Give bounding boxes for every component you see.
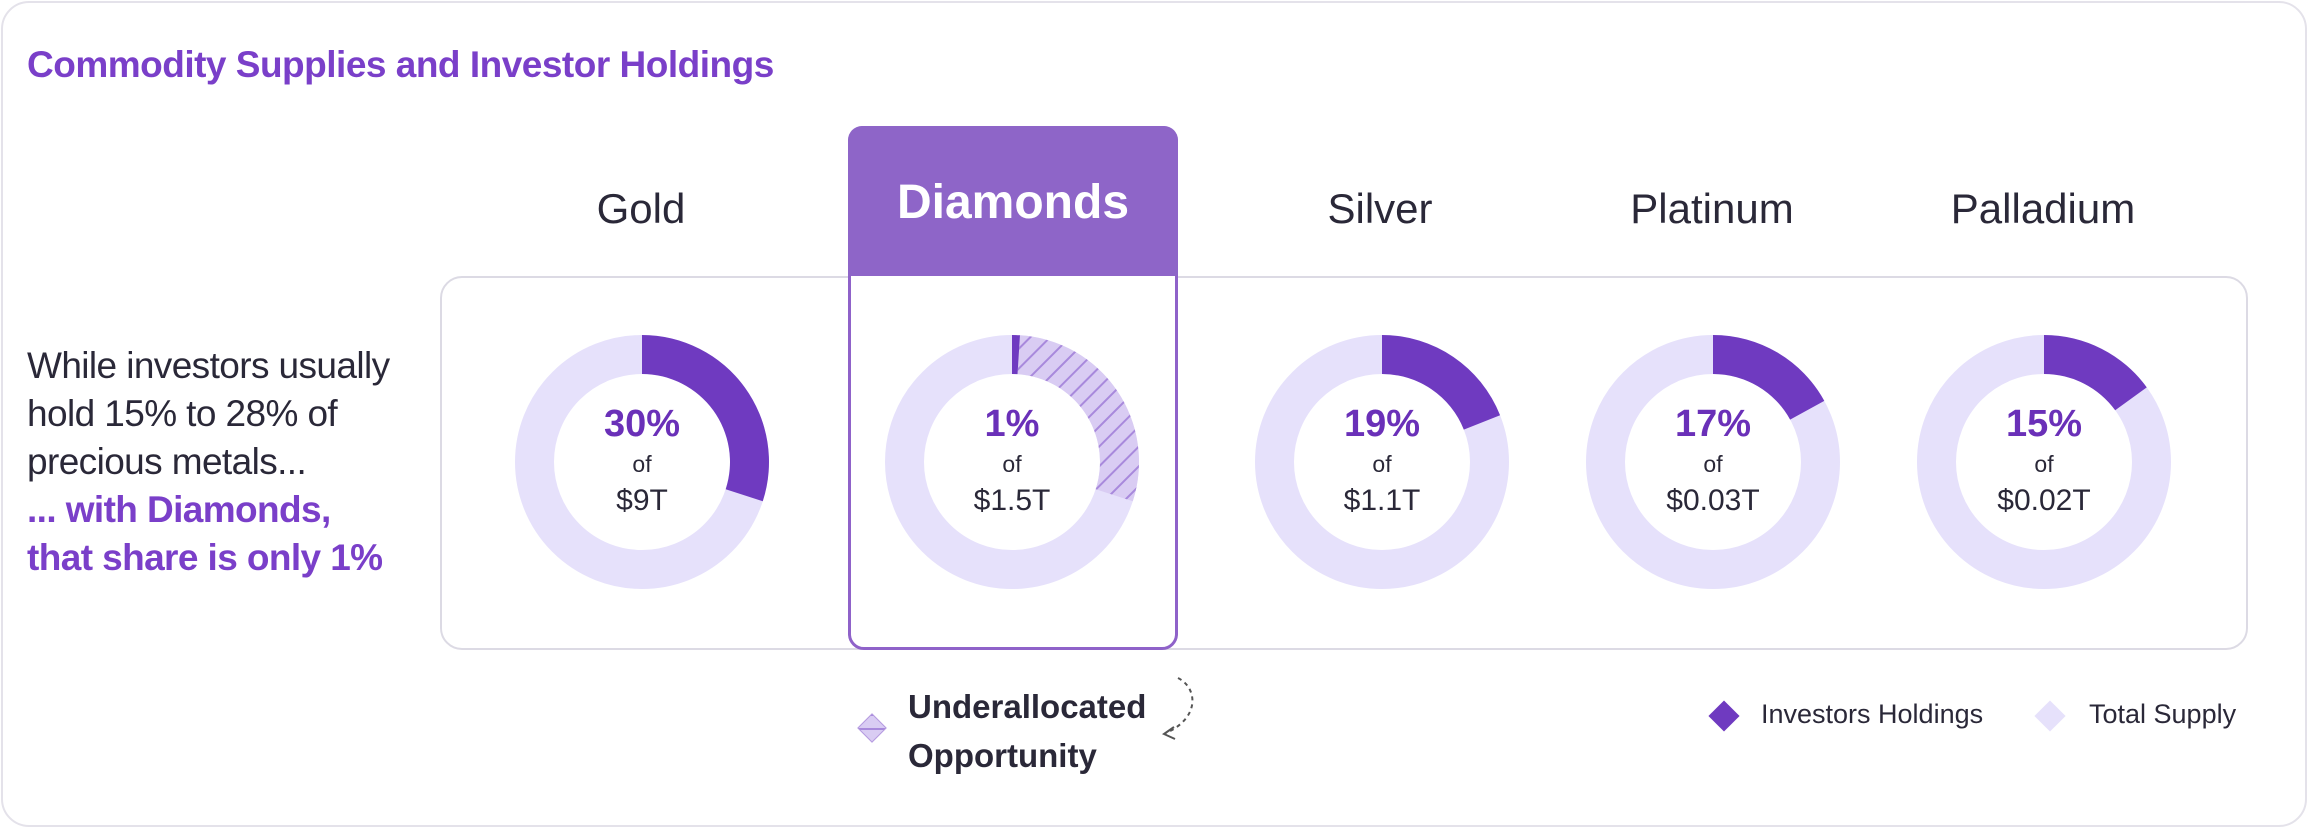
gold-of-label: of [632,451,652,477]
column-label-diamonds: Diamonds [896,176,1130,229]
silver-holdings-segment [1382,335,1501,430]
chart-title: Commodity Supplies and Investor Holdings [27,44,774,85]
holdings-legend-label: Investors Holdings [1761,699,1984,729]
platinum-total-label: $0.03T [1666,484,1760,517]
diamonds-percent-label: 1% [984,403,1040,445]
intro-emphasis-line: ... with Diamonds, [27,489,331,530]
gold-percent-label: 30% [603,403,681,445]
intro-emphasis-line: that share is only 1% [27,537,383,578]
gold-holdings-segment [642,335,769,502]
column-label-platinum: Platinum [1630,185,1794,232]
platinum-of-label: of [1703,451,1723,477]
supply-legend-icon [2034,700,2066,732]
diamonds-of-label: of [1002,451,1022,477]
silver-of-label: of [1372,451,1392,477]
intro-line: While investors usually [27,345,390,386]
intro-line: precious metals... [27,441,307,482]
curved-arrow-icon [1165,677,1194,734]
platinum-holdings-segment [1713,335,1825,420]
gold-total-label: $9T [616,484,668,517]
silver-percent-label: 19% [1343,403,1421,445]
holdings-legend-icon [1708,700,1740,732]
silver-total-label: $1.1T [1343,484,1421,517]
underallocated-legend-icon [857,713,887,743]
highlight-column-header [848,126,1178,276]
donut-panel [440,276,2248,650]
palladium-total-label: $0.02T [1997,484,2091,517]
palladium-holdings-segment [2044,335,2147,411]
intro-line: hold 15% to 28% of [27,393,338,434]
diamonds-total-label: $1.5T [973,484,1051,517]
platinum-percent-label: 17% [1674,403,1752,445]
palladium-of-label: of [2034,451,2054,477]
column-label-gold: Gold [596,185,686,232]
intro-text: While investors usually hold 15% to 28% … [27,342,427,582]
column-label-palladium: Palladium [1950,185,2136,232]
underallocated-legend-label: Underallocated Opportunity [908,688,1147,774]
column-label-silver: Silver [1327,185,1433,232]
palladium-percent-label: 15% [2005,403,2083,445]
arrow-head-icon [1161,726,1176,740]
diamonds-holdings-segment [1012,335,1020,375]
supply-legend-label: Total Supply [2089,699,2237,729]
diamonds-underallocated-segment [1017,335,1139,502]
